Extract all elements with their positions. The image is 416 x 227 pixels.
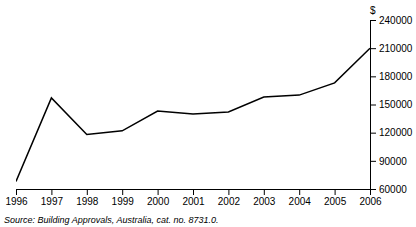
- x-tick-label: 2002: [218, 196, 241, 207]
- x-tick: 1999: [112, 189, 135, 207]
- y-tick: 120000: [370, 127, 413, 138]
- y-tick-mark: [370, 133, 376, 134]
- x-tick: 2002: [218, 189, 241, 207]
- x-tick-label: 2006: [359, 196, 382, 207]
- source-note: Source: Building Approvals, Australia, c…: [4, 215, 218, 225]
- y-tick-mark: [370, 105, 376, 106]
- x-tick-mark: [122, 189, 123, 195]
- y-tick-mark: [370, 48, 376, 49]
- x-tick: 2001: [182, 189, 205, 207]
- x-tick-label: 2000: [147, 196, 170, 207]
- line: [16, 48, 370, 181]
- y-tick: 210000: [370, 43, 413, 54]
- y-axis-line: [371, 21, 377, 190]
- x-tick-label: 2003: [253, 196, 276, 207]
- y-axis: 60000 90000 120000 150000 180000 210000 240000: [370, 15, 413, 195]
- y-tick-label: 120000: [379, 127, 413, 138]
- x-tick: 1996: [5, 189, 28, 207]
- x-tick-label: 1998: [76, 196, 99, 207]
- x-tick-mark: [264, 189, 265, 195]
- y-tick-mark: [370, 76, 376, 77]
- x-tick-mark: [51, 189, 52, 195]
- y-tick-label: 210000: [379, 43, 413, 54]
- y-tick-label: 240000: [379, 15, 413, 26]
- y-tick-mark: [370, 20, 376, 21]
- x-tick-label: 1999: [112, 196, 135, 207]
- marks: [16, 48, 370, 181]
- x-tick-label: 2004: [289, 196, 312, 207]
- x-tick: 2000: [147, 189, 170, 207]
- y-tick: 240000: [370, 15, 413, 26]
- x-tick: 2005: [324, 189, 347, 207]
- x-tick-mark: [87, 189, 88, 195]
- x-tick: 2003: [253, 189, 276, 207]
- x-tick-mark: [158, 189, 159, 195]
- x-axis-line: [17, 190, 371, 196]
- x-tick-label: 2005: [324, 196, 347, 207]
- y-tick-label: 150000: [379, 99, 413, 110]
- x-tick-label: 2001: [182, 196, 205, 207]
- x-tick-mark: [16, 189, 17, 195]
- x-axis: 1996 1997 1998 1999 2000 2001 2002 2003 2004 2005…: [5, 189, 382, 207]
- x-tick: 2004: [289, 189, 312, 207]
- y-tick: 180000: [370, 71, 413, 82]
- y-tick: 60000: [370, 184, 407, 195]
- x-tick: 1997: [41, 189, 64, 207]
- y-axis-label: $: [370, 5, 376, 16]
- x-tick-mark: [193, 189, 194, 195]
- x-tick-mark: [335, 189, 336, 195]
- x-tick-label: 1996: [5, 196, 28, 207]
- y-tick: 90000: [370, 156, 407, 167]
- chart: 1996 1997 1998 1999 2000 2001 2002 2003 2004 2005…: [0, 0, 416, 227]
- y-tick-mark: [370, 189, 376, 190]
- y-tick-label: 90000: [379, 156, 407, 167]
- y-tick: 150000: [370, 99, 413, 110]
- y-tick-label: 60000: [379, 184, 407, 195]
- x-tick: 1998: [76, 189, 99, 207]
- x-tick-mark: [299, 189, 300, 195]
- y-tick-label: 180000: [379, 71, 413, 82]
- x-tick-label: 1997: [41, 196, 64, 207]
- x-tick-mark: [228, 189, 229, 195]
- y-tick-mark: [370, 161, 376, 162]
- plot-area: 1996 1997 1998 1999 2000 2001 2002 2003 2004 2005…: [5, 15, 412, 207]
